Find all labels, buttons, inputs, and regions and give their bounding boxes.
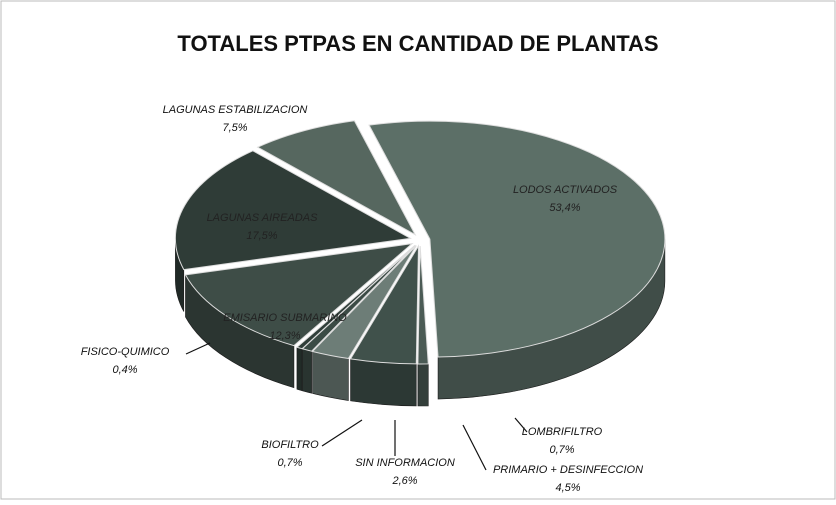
slice-value-label: 7,5% (222, 122, 247, 134)
slice-label: LAGUNAS AIREADAS (207, 212, 319, 224)
pie-slice (174, 150, 412, 271)
slice-side-shade (185, 274, 294, 388)
slice-label: EMISARIO SUBMARINO (223, 312, 347, 324)
pie-slice (295, 244, 416, 350)
slice-label: LODOS ACTIVADOS (513, 184, 618, 196)
slice-label: BIOFILTRO (261, 439, 319, 451)
slice-label: PRIMARIO + DESINFECCION (493, 464, 643, 476)
slice-value-label: 0,7% (277, 457, 302, 469)
slice-side-shade (296, 347, 303, 391)
slice-value-label: 0,7% (549, 444, 574, 456)
pie-slice (256, 120, 417, 236)
slice-side-shade (417, 363, 429, 406)
slice-side-shade (350, 358, 417, 406)
pie-slice (311, 245, 417, 360)
slice-side-shade (312, 351, 349, 401)
slice-label: LAGUNAS ESTABILIZACION (163, 104, 308, 116)
pie-slice (417, 245, 429, 365)
slice-label: SIN INFORMACION (355, 457, 455, 469)
slice-value-label: 2,6% (391, 475, 417, 487)
slice-value-label: 53,4% (549, 202, 580, 214)
slice-side-shade (175, 238, 184, 312)
slice-label: FISICO-QUIMICO (81, 346, 170, 358)
slice-side-shade (302, 348, 312, 394)
pie-slice (184, 242, 414, 347)
slice-label: LOMBRIFILTRO (522, 426, 603, 438)
chart-title: TOTALES PTPAS EN CANTIDAD DE PLANTAS (177, 31, 658, 56)
slice-value-label: 0,4% (112, 364, 137, 376)
slice-value-label: 12,3% (269, 330, 300, 342)
slice-value-label: 4,5% (555, 482, 580, 494)
slice-value-label: 17,5% (246, 230, 277, 242)
pie-slice (349, 244, 420, 365)
leader-line (321, 419, 363, 447)
leader-line (462, 424, 487, 471)
pie-slice (368, 120, 666, 358)
leader-line (514, 417, 528, 433)
leader-line (185, 342, 211, 355)
slice-side-shade (438, 239, 665, 400)
